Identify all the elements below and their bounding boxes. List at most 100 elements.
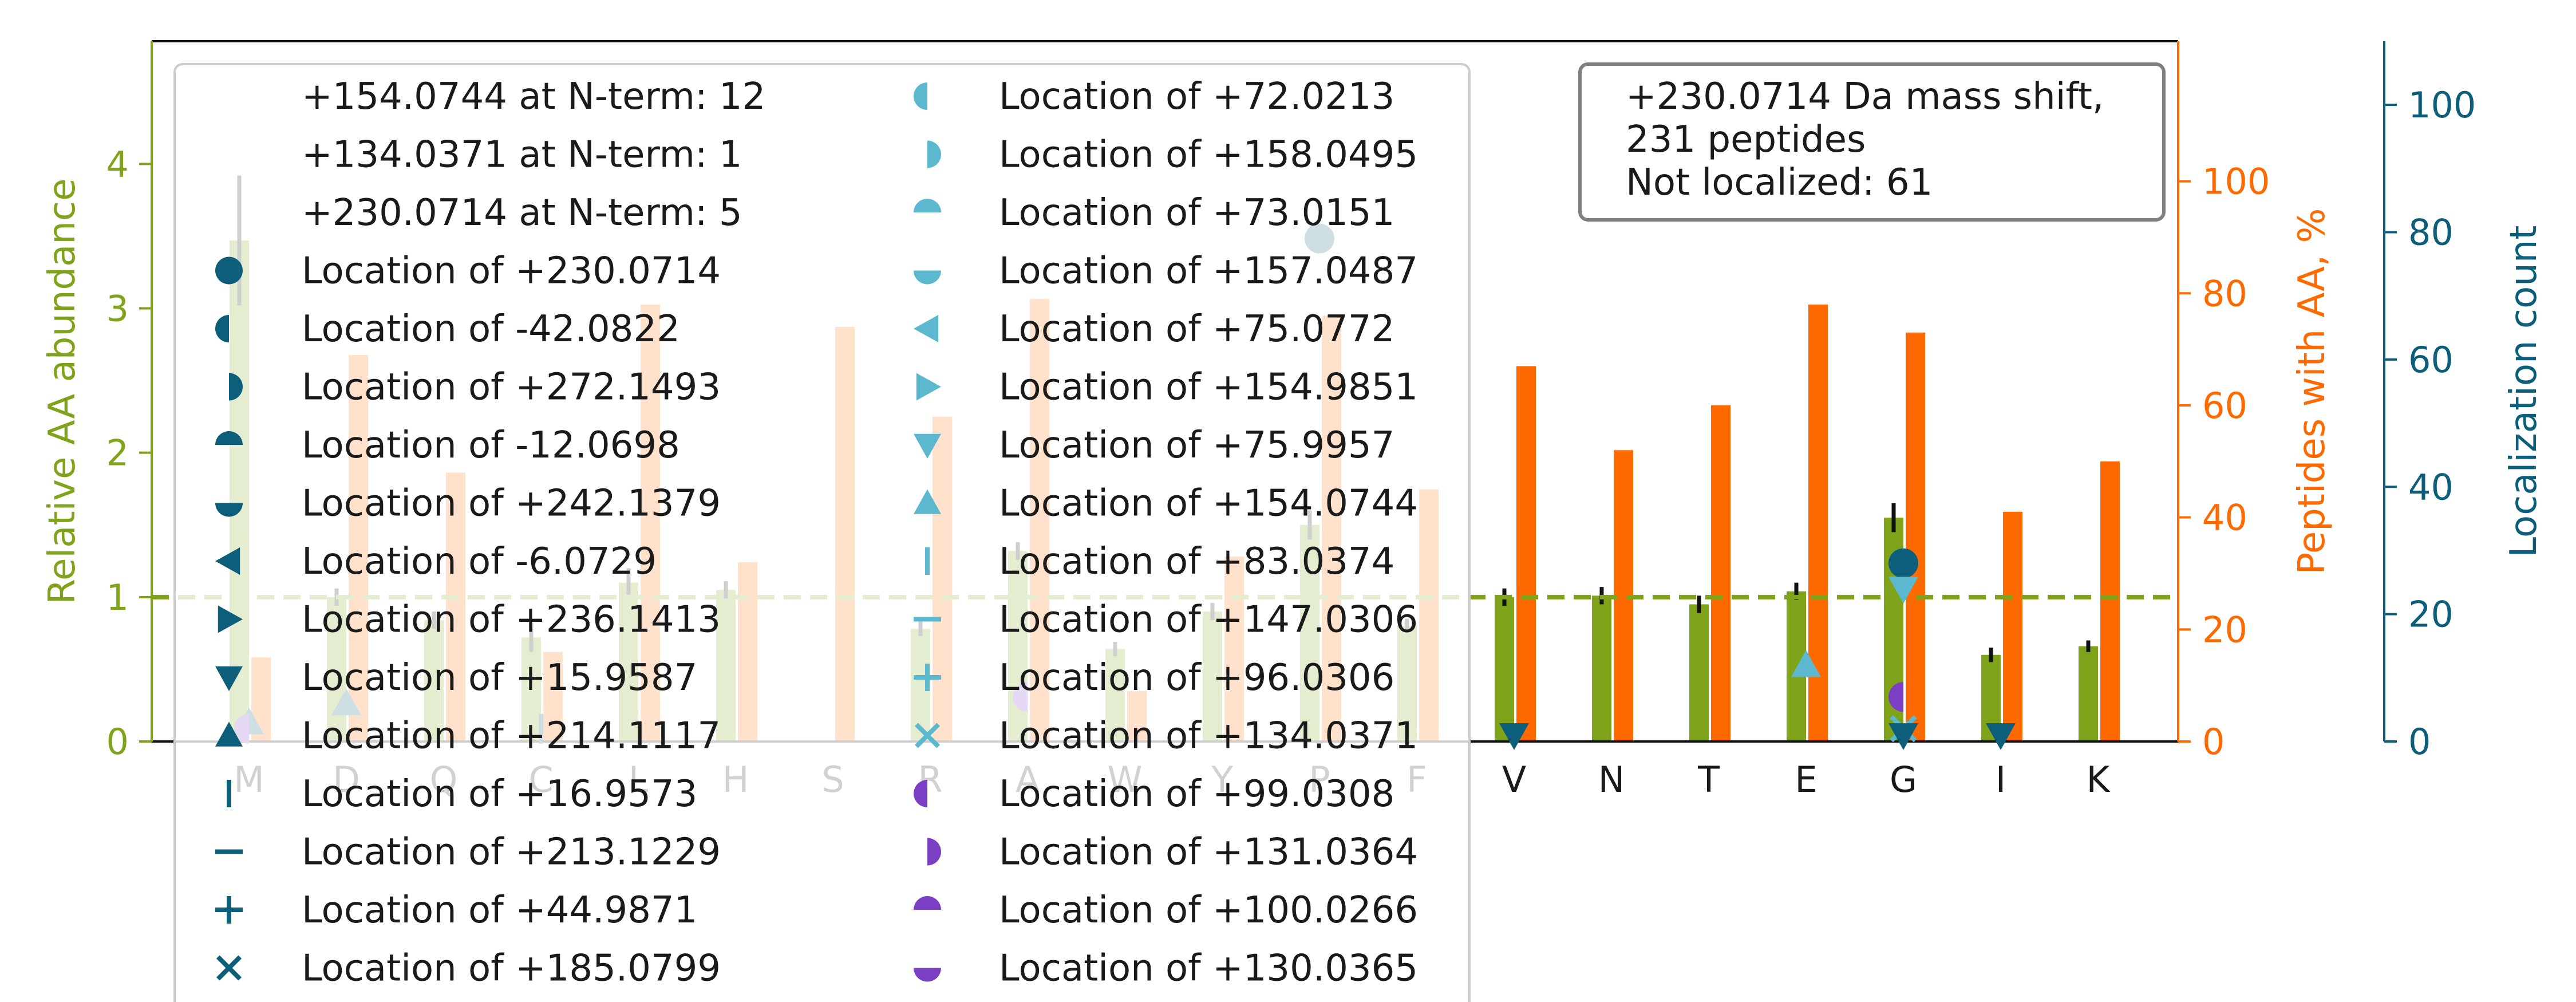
legend-entry: Location of +272.1493 xyxy=(302,366,721,409)
left-tick-label: 0 xyxy=(106,721,129,763)
legend-entry: Location of +154.9851 xyxy=(999,366,1418,409)
legend-entry: Location of +230.0714 xyxy=(302,250,721,293)
legend-marker xyxy=(218,605,243,633)
legend-entry: +134.0371 at N-term: 1 xyxy=(302,134,742,176)
legend-marker xyxy=(916,373,941,401)
legend-marker xyxy=(914,968,941,982)
localization-point-G xyxy=(1888,548,1918,578)
legend-entry: Location of +75.9957 xyxy=(999,424,1394,467)
y-left-label: Relative AA abundance xyxy=(41,178,84,604)
legend-entry: Location of +16.9573 xyxy=(302,773,697,815)
legend-entry: Location of +44.9871 xyxy=(302,889,697,932)
right-tick-label: 60 xyxy=(2408,339,2453,381)
legend-marker xyxy=(914,896,941,910)
legend-entry: Location of +99.0308 xyxy=(999,773,1394,815)
right-tick-label: 20 xyxy=(2408,594,2453,636)
x-tick-label-G: G xyxy=(1890,759,1917,800)
legend-marker xyxy=(914,780,927,807)
legend-frame xyxy=(173,63,1471,1002)
legend-marker xyxy=(215,666,243,691)
legend-entry: Location of +242.1379 xyxy=(302,483,721,525)
abundance-bar-N xyxy=(1592,595,1611,741)
x-tick-label-N: N xyxy=(1598,759,1625,800)
left-tick-label: 2 xyxy=(106,432,129,474)
mid-tick-label: 40 xyxy=(2202,497,2247,539)
legend-marker xyxy=(914,723,941,748)
abundance-bar-V xyxy=(1495,597,1514,741)
legend-entry: Location of +73.0151 xyxy=(999,192,1394,234)
legend-marker xyxy=(927,838,941,866)
legend-entry: Location of +157.0487 xyxy=(999,250,1418,293)
legend-entry: Location of +96.0306 xyxy=(999,657,1394,699)
legend-marker xyxy=(914,433,941,459)
legend-marker xyxy=(914,315,939,342)
legend-entry: Location of -42.0822 xyxy=(302,308,680,350)
legend-entry: +154.0744 at N-term: 12 xyxy=(302,76,765,118)
x-tick-label-V: V xyxy=(1502,759,1526,800)
localization-point-G xyxy=(1888,723,1918,750)
mid-tick-label: 60 xyxy=(2202,385,2247,427)
abundance-bar-K xyxy=(2079,646,2098,741)
right-tick-label: 80 xyxy=(2408,212,2453,254)
legend-marker xyxy=(215,315,229,342)
peptides-bar-V xyxy=(1516,366,1536,741)
legend-marker xyxy=(215,896,243,924)
legend-marker xyxy=(914,664,941,691)
legend-marker xyxy=(215,721,243,747)
legend-entry: Location of +147.0306 xyxy=(999,599,1418,641)
legend-entry: Location of +130.0365 xyxy=(999,948,1418,990)
legend-marker xyxy=(914,199,941,212)
peptides-bar-G xyxy=(1906,332,1925,741)
legend-marker xyxy=(215,257,243,285)
legend-marker xyxy=(914,82,927,110)
legend-entry: Location of -12.0698 xyxy=(302,424,680,467)
localization-point-I xyxy=(1986,723,2016,750)
legend-marker xyxy=(914,270,941,285)
legend-entry: Location of +158.0495 xyxy=(999,134,1418,176)
info-box-frame xyxy=(1578,62,2166,222)
left-tick-label: 3 xyxy=(106,288,129,330)
info-box-line: 231 peptides xyxy=(1626,119,1866,161)
mid-tick-label: 20 xyxy=(2202,609,2247,650)
mid-tick-label: 0 xyxy=(2202,721,2225,763)
peptides-bar-I xyxy=(2003,511,2022,741)
legend-marker xyxy=(215,503,243,517)
info-box-line: Not localized: 61 xyxy=(1626,161,1933,204)
legend-entry: Location of +154.0744 xyxy=(999,483,1418,525)
x-tick-label-K: K xyxy=(2087,759,2111,800)
localization-point-G xyxy=(1888,577,1918,604)
legend-marker xyxy=(215,547,240,575)
mid-tick-label: 80 xyxy=(2202,273,2247,314)
mid-tick-label: 100 xyxy=(2202,161,2270,203)
localization-point-V xyxy=(1499,723,1529,750)
legend-entry: Location of +134.0371 xyxy=(999,715,1418,758)
right-tick-label: 0 xyxy=(2408,721,2431,763)
abundance-bar-T xyxy=(1689,604,1709,741)
legend-entry: Location of +15.9587 xyxy=(302,657,697,699)
legend-marker xyxy=(927,140,941,168)
right-tick-label: 100 xyxy=(2408,84,2476,126)
info-box: +230.0714 Da mass shift,231 peptidesNot … xyxy=(1578,62,2166,222)
legend-entry: Location of +185.0799 xyxy=(302,948,721,990)
legend-marker xyxy=(914,489,941,514)
legend-marker xyxy=(215,431,243,445)
legend-marker xyxy=(229,373,243,401)
x-tick-label-I: I xyxy=(1996,759,2006,800)
legend-entry: Location of +72.0213 xyxy=(999,76,1394,118)
y-mid-label: Peptides with AA, % xyxy=(2291,208,2333,575)
x-tick-label-E: E xyxy=(1795,759,1817,800)
legend-entry: Location of -6.0729 xyxy=(302,541,657,583)
legend: +154.0744 at N-term: 12 +134.0371 at N-te… xyxy=(173,63,1471,1002)
peptides-bar-K xyxy=(2100,461,2120,741)
legend-entry: +230.0714 at N-term: 5 xyxy=(302,192,742,234)
right-tick-label: 40 xyxy=(2408,466,2453,508)
legend-entry: Location of +131.0364 xyxy=(999,831,1418,874)
legend-marker xyxy=(216,955,242,981)
left-tick-label: 4 xyxy=(106,143,129,185)
left-tick-label: 1 xyxy=(106,577,129,618)
legend-entry: Location of +214.1117 xyxy=(302,715,721,758)
info-box-line: +230.0714 Da mass shift, xyxy=(1626,76,2104,118)
peptides-bar-T xyxy=(1711,405,1730,741)
legend-entry: Location of +236.1413 xyxy=(302,599,721,641)
